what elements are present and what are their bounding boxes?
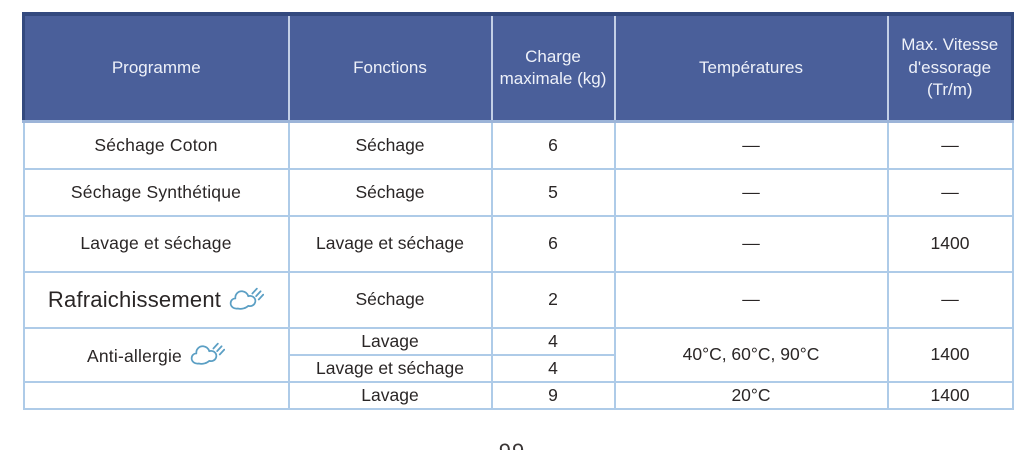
fonctions-cell: Séchage — [287, 167, 493, 217]
programme-cell: Séchage Synthétique — [22, 167, 290, 217]
vitesse-cell: 1400 — [886, 380, 1014, 410]
vitesse-cell: 1400 — [886, 326, 1014, 383]
fonctions-cell: Séchage — [287, 270, 493, 329]
column-header-charge: Charge maximale (kg) — [490, 13, 616, 123]
programme-cell-empty — [22, 380, 290, 410]
charge-cell: 2 — [490, 270, 616, 329]
column-header-programme: Programme — [22, 13, 290, 123]
table-row: Rafraichissement Séchage 2 — — — [22, 270, 1014, 329]
table-row: Lavage et séchage Lavage et séchage 6 — … — [22, 214, 1014, 273]
vitesse-cell: — — [886, 270, 1014, 329]
temperatures-cell: 40°C, 60°C, 90°C — [613, 326, 889, 383]
charge-cell: 4 — [490, 326, 616, 356]
temperatures-cell: 20°C — [613, 380, 889, 410]
programme-label: Anti-allergie — [86, 346, 182, 366]
temperatures-cell: — — [613, 120, 889, 170]
table-header-row: Programme Fonctions Charge maximale (kg)… — [22, 13, 1014, 123]
page-number: 99 — [0, 441, 1024, 450]
programme-cell: Anti-allergie — [22, 326, 290, 383]
steam-icon — [190, 342, 225, 365]
fonctions-cell: Lavage — [287, 380, 493, 410]
programme-cell: Rafraichissement — [22, 270, 290, 329]
steam-icon — [229, 287, 265, 310]
vitesse-cell: 1400 — [886, 214, 1014, 273]
fonctions-cell: Lavage et séchage — [287, 214, 493, 273]
column-header-vitesse: Max. Vitesse d'essorage (Tr/m) — [886, 13, 1014, 123]
fonctions-cell: Lavage et séchage — [287, 353, 493, 383]
table-row: Lavage et séchage 4 — [24, 353, 1013, 383]
charge-cell: 5 — [490, 167, 616, 217]
temperatures-cell: — — [613, 214, 889, 273]
table-row: Anti-allergie Lavage 4 40°C, 60°C, 90°C … — [22, 326, 1014, 383]
table-row: Lavage 9 20°C 1400 — [22, 380, 1014, 410]
vitesse-cell: — — [886, 120, 1014, 170]
programme-cell: Séchage Coton — [22, 120, 290, 170]
temperatures-cell: — — [613, 270, 889, 329]
programme-label: Rafraichissement — [47, 287, 222, 312]
charge-cell: 4 — [490, 353, 616, 383]
column-header-temperatures: Températures — [613, 13, 889, 123]
table-row: Séchage Coton Séchage 6 — — — [22, 120, 1014, 170]
programme-cell: Lavage et séchage — [22, 214, 290, 273]
programme-spec-table: Programme Fonctions Charge maximale (kg)… — [22, 12, 1014, 410]
charge-cell: 6 — [490, 214, 616, 273]
vitesse-cell: — — [886, 167, 1014, 217]
charge-cell: 6 — [490, 120, 616, 170]
temperatures-cell: — — [613, 167, 889, 217]
table-row: Séchage Synthétique Séchage 5 — — — [22, 167, 1014, 217]
charge-cell: 9 — [490, 380, 616, 410]
fonctions-cell: Séchage — [287, 120, 493, 170]
column-header-fonctions: Fonctions — [287, 13, 493, 123]
fonctions-cell: Lavage — [287, 326, 493, 356]
